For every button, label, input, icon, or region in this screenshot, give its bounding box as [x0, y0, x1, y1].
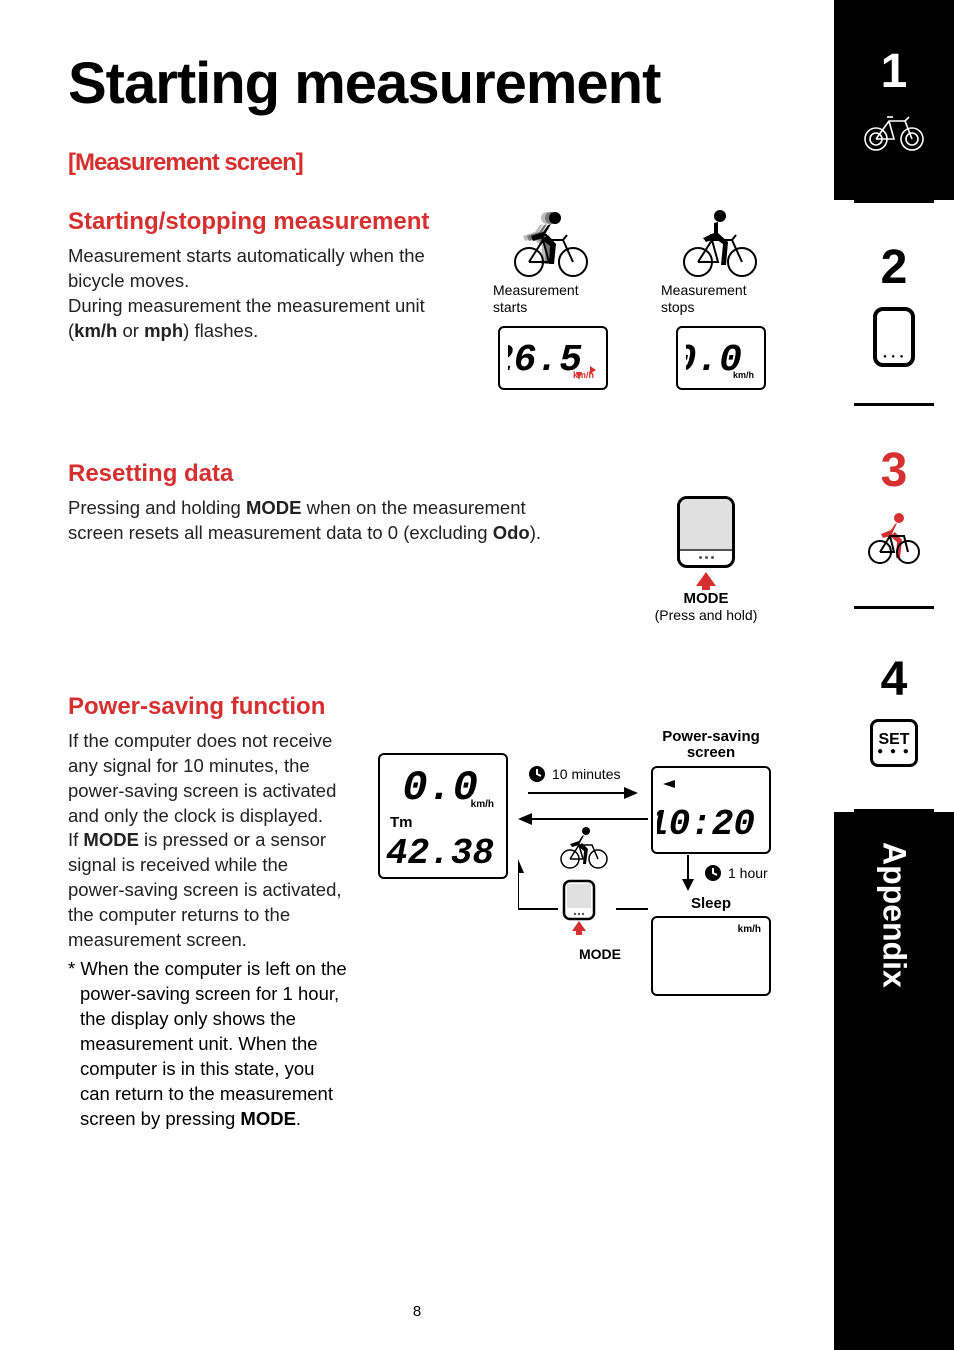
- clock-icon: [528, 765, 546, 783]
- s3fc: .: [296, 1108, 301, 1129]
- display-stopped: 0.0 km/h: [676, 326, 766, 390]
- clock-icon: [704, 864, 722, 882]
- nav-item-2[interactable]: 2 ● ● ●: [834, 203, 954, 403]
- svg-text:10:20: 10:20: [657, 804, 755, 845]
- svg-text:26.5: 26.5: [508, 339, 582, 382]
- svg-text:0.0: 0.0: [402, 764, 478, 812]
- sleep-screen-box: km/h: [651, 916, 771, 996]
- return-arrow-block: MODE: [518, 809, 648, 962]
- phone-icon: ● ● ●: [873, 307, 915, 367]
- s1-t-b: km/h: [74, 320, 117, 341]
- svg-text:km/h: km/h: [733, 370, 754, 380]
- section-resetting: Resetting data Pressing and holding MODE…: [68, 460, 804, 623]
- nav-strip: 1 2 ● ● ● 3: [834, 0, 954, 1350]
- display-moving: 26.5 km/h: [498, 326, 608, 390]
- appendix-label: Appendix: [876, 842, 913, 988]
- sleep-block: Sleep km/h: [646, 895, 776, 1001]
- page-title: Starting measurement [Measurement screen…: [68, 50, 804, 184]
- content-area: Starting measurement [Measurement screen…: [0, 0, 954, 1232]
- arrow-down-icon: [678, 855, 698, 891]
- one-hour-block: 1 hour: [678, 855, 768, 891]
- s2d: Odo: [493, 522, 530, 543]
- svg-text:km/h: km/h: [471, 799, 494, 810]
- nav-num-3: 3: [881, 443, 908, 498]
- nav-item-3[interactable]: 3: [834, 406, 954, 606]
- cyclist-stopped-icon: [676, 208, 766, 278]
- cyclist-moving-icon: [503, 208, 603, 278]
- nav-num-2: 2: [881, 240, 908, 295]
- measurement-screen-box: 0.0 km/h Tm 1:42.38: [378, 753, 508, 879]
- one-hour-label: 1 hour: [728, 865, 768, 881]
- arrow-up-icon: [696, 572, 716, 590]
- nav-appendix[interactable]: Appendix: [834, 812, 954, 1350]
- title-main: Starting measurement: [68, 51, 660, 116]
- ps-heading: Power-saving screen: [646, 729, 776, 762]
- s3fb: MODE: [240, 1108, 296, 1129]
- s2b: MODE: [246, 497, 302, 518]
- caption-starts: Measurement starts: [493, 282, 613, 316]
- title-sub: [Measurement screen]: [68, 149, 303, 176]
- s1-t-d: mph: [144, 320, 183, 341]
- nav-num-1: 1: [881, 44, 908, 99]
- page-number: 8: [0, 1303, 834, 1320]
- ten-min-label: 10 minutes: [552, 766, 620, 782]
- nav-item-1[interactable]: 1: [834, 0, 954, 200]
- section2-title: Resetting data: [68, 460, 804, 488]
- set-icon: SET● ● ●: [870, 719, 918, 767]
- section1-body: Measurement starts automatically when th…: [68, 244, 463, 344]
- sleep-heading: Sleep: [646, 895, 776, 912]
- s2e: ).: [530, 522, 541, 543]
- svg-text:Tm: Tm: [390, 814, 413, 831]
- svg-text:1:42.38: 1:42.38: [384, 833, 494, 871]
- section-starting-stopping: Starting/stopping measurement Measuremen…: [68, 208, 804, 390]
- s3p1: If the computer does not receive any sig…: [68, 730, 336, 826]
- sleep-unit: km/h: [738, 924, 761, 935]
- caption-stops: Measurement stops: [661, 282, 781, 316]
- section3-figure: 0.0 km/h Tm 1:42.38 10 minutes: [378, 729, 804, 1133]
- mode-hint: (Press and hold): [608, 607, 804, 623]
- s3p2b: MODE: [83, 829, 139, 850]
- section1-figure: Measurement starts 26.5 km/h: [493, 208, 804, 390]
- s3fa: * When the computer is left on the power…: [68, 958, 347, 1129]
- nav-num-4: 4: [881, 652, 908, 707]
- rider-icon: [867, 510, 921, 569]
- power-saving-screen-box: 10:20: [651, 766, 771, 854]
- s1-t-e: ) flashes.: [183, 320, 258, 341]
- section3-footnote: * When the computer is left on the power…: [68, 957, 348, 1132]
- section3-body: If the computer does not receive any sig…: [68, 729, 348, 954]
- section1-line1: Measurement starts automatically when th…: [68, 245, 425, 291]
- s1-t-c: or: [117, 320, 144, 341]
- device-icon: [677, 496, 735, 568]
- nav-item-4[interactable]: 4 SET● ● ●: [834, 609, 954, 809]
- mode-label: MODE: [608, 590, 804, 607]
- power-saving-block: Power-saving screen 10:20: [646, 729, 776, 854]
- section-power-saving: Power-saving function If the computer do…: [68, 693, 804, 1133]
- s2a: Pressing and holding: [68, 497, 246, 518]
- s3p2a: If: [68, 829, 83, 850]
- arrow-right-icon: [528, 783, 638, 803]
- section3-title: Power-saving function: [68, 693, 804, 721]
- section1-title: Starting/stopping measurement: [68, 208, 463, 236]
- return-arrow-icon: [518, 809, 648, 949]
- section2-figure: MODE (Press and hold): [608, 496, 804, 623]
- section2-body: Pressing and holding MODE when on the me…: [68, 496, 578, 546]
- bike-icon: [861, 111, 927, 156]
- ten-min-block: 10 minutes: [528, 765, 638, 808]
